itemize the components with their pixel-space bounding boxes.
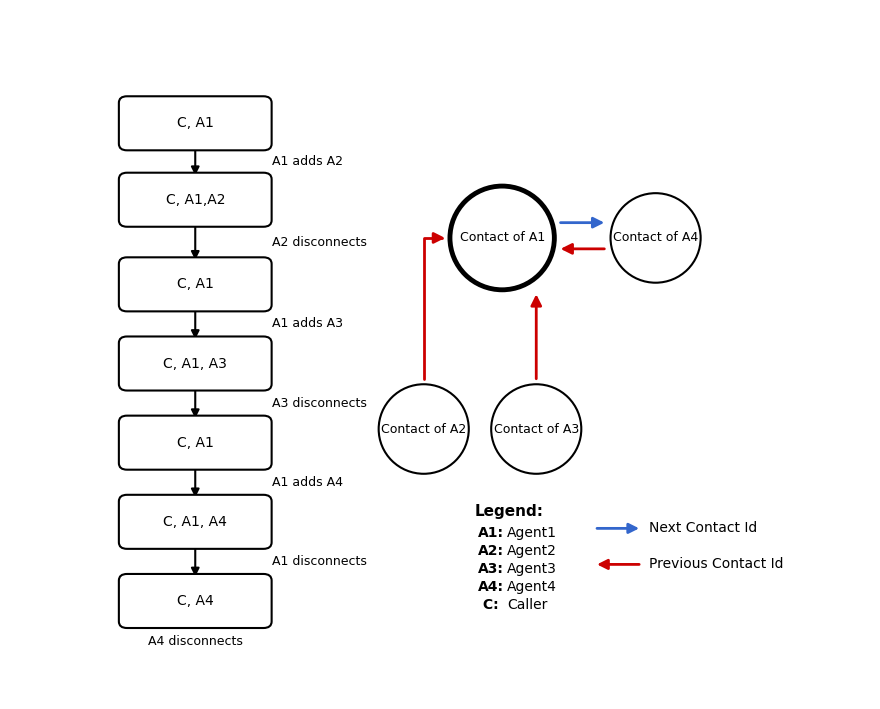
Text: A3 disconnects: A3 disconnects [272, 396, 366, 410]
FancyBboxPatch shape [119, 574, 272, 628]
Text: C, A1, A4: C, A1, A4 [164, 515, 227, 529]
Text: Contact of A1: Contact of A1 [459, 231, 545, 245]
FancyBboxPatch shape [119, 495, 272, 549]
Text: A2 disconnects: A2 disconnects [272, 235, 366, 249]
Ellipse shape [450, 186, 554, 290]
Text: A2:: A2: [479, 544, 504, 558]
Ellipse shape [491, 384, 582, 474]
Text: Agent3: Agent3 [507, 562, 557, 576]
FancyBboxPatch shape [119, 257, 272, 311]
Text: C, A1: C, A1 [177, 277, 214, 291]
Text: A1 disconnects: A1 disconnects [272, 555, 366, 568]
Text: Next Contact Id: Next Contact Id [649, 521, 757, 535]
Text: C, A1: C, A1 [177, 435, 214, 450]
Text: C, A1: C, A1 [177, 116, 214, 130]
Text: Contact of A4: Contact of A4 [613, 231, 698, 245]
FancyBboxPatch shape [119, 337, 272, 391]
Text: A3:: A3: [479, 562, 504, 576]
Text: C, A1, A3: C, A1, A3 [164, 357, 227, 371]
Text: Previous Contact Id: Previous Contact Id [649, 557, 783, 571]
Text: A4:: A4: [479, 580, 504, 593]
FancyBboxPatch shape [119, 96, 272, 150]
Text: A1 adds A2: A1 adds A2 [272, 155, 342, 168]
Text: C, A4: C, A4 [177, 594, 214, 608]
Text: A1 adds A4: A1 adds A4 [272, 476, 342, 489]
Ellipse shape [611, 193, 700, 283]
Text: Contact of A2: Contact of A2 [381, 423, 466, 435]
Text: Agent4: Agent4 [507, 580, 557, 593]
Text: Caller: Caller [507, 598, 547, 612]
Text: C:: C: [479, 598, 499, 612]
FancyBboxPatch shape [119, 173, 272, 227]
Text: Agent1: Agent1 [507, 525, 557, 540]
Text: A4 disconnects: A4 disconnects [148, 635, 243, 648]
Ellipse shape [378, 384, 469, 474]
Text: C, A1,A2: C, A1,A2 [165, 193, 225, 207]
FancyBboxPatch shape [119, 415, 272, 469]
Text: A1 adds A3: A1 adds A3 [272, 318, 342, 330]
Text: Contact of A3: Contact of A3 [494, 423, 579, 435]
Text: Agent2: Agent2 [507, 544, 557, 558]
Text: A1:: A1: [479, 525, 504, 540]
Text: Legend:: Legend: [475, 504, 544, 519]
